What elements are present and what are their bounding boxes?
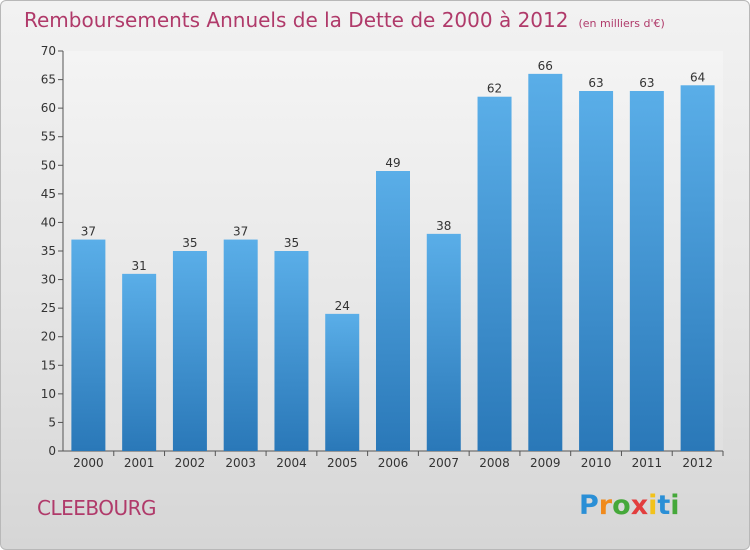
x-tick-label: 2011 (632, 456, 663, 470)
x-tick-label: 2001 (124, 456, 155, 470)
bar-value-label: 63 (588, 76, 603, 90)
x-tick-label: 2005 (327, 456, 358, 470)
y-tick-label: 10 (41, 387, 56, 401)
y-tick-label: 0 (48, 444, 56, 458)
chart-title: Remboursements Annuels de la Dette de 20… (24, 8, 665, 32)
x-tick-label: 2012 (682, 456, 713, 470)
bar-value-label: 66 (538, 59, 553, 73)
bar-value-label: 24 (335, 299, 350, 313)
bar-value-label: 35 (182, 236, 197, 250)
chart-unit-label: (en milliers d'€) (578, 17, 665, 30)
bar-value-label: 38 (436, 219, 451, 233)
bar-value-label: 64 (690, 70, 705, 84)
proxiti-logo: Proxiti (579, 490, 680, 521)
y-tick-label: 45 (41, 187, 56, 201)
y-tick-label: 20 (41, 330, 56, 344)
x-tick-label: 2004 (276, 456, 307, 470)
bar-value-label: 62 (487, 82, 502, 96)
y-tick-label: 30 (41, 273, 56, 287)
logo-letter: P (579, 490, 599, 521)
y-tick-label: 55 (41, 130, 56, 144)
x-tick-label: 2008 (479, 456, 510, 470)
bar (528, 73, 563, 451)
y-tick-label: 40 (41, 215, 56, 229)
bar (376, 171, 410, 451)
logo-letter: t (657, 490, 671, 521)
bar (325, 313, 360, 451)
logo-letter: i (648, 490, 658, 521)
bar (71, 239, 106, 451)
x-tick-label: 2007 (428, 456, 459, 470)
x-tick-label: 2006 (378, 456, 409, 470)
y-tick-label: 65 (41, 73, 56, 87)
x-tick-label: 2000 (73, 456, 104, 470)
bar (172, 251, 207, 451)
x-tick-label: 2003 (225, 456, 256, 470)
y-tick-label: 70 (41, 44, 56, 58)
bar (629, 91, 664, 451)
logo-letter: x (630, 490, 649, 521)
x-tick-label: 2009 (530, 456, 561, 470)
x-tick-label: 2002 (175, 456, 206, 470)
logo-letter: r (598, 490, 613, 521)
y-tick-label: 50 (41, 158, 56, 172)
x-tick-label: 2010 (581, 456, 612, 470)
bar-value-label: 31 (132, 259, 147, 273)
bar-value-label: 49 (385, 156, 400, 170)
commune-name: CLEEBOURG (37, 496, 157, 520)
bar (223, 239, 258, 451)
bar (579, 91, 614, 451)
y-tick-label: 60 (41, 101, 56, 115)
y-tick-label: 35 (41, 244, 56, 258)
bar-value-label: 37 (233, 225, 248, 239)
bar-value-label: 37 (81, 225, 96, 239)
bar (680, 85, 715, 452)
bar (274, 251, 309, 451)
bar (426, 233, 461, 451)
bar (122, 273, 157, 451)
logo-letter: i (670, 490, 680, 521)
y-tick-label: 25 (41, 301, 56, 315)
y-tick-label: 15 (41, 358, 56, 372)
bar-value-label: 35 (284, 236, 299, 250)
y-tick-label: 5 (48, 415, 56, 429)
chart-title-text: Remboursements Annuels de la Dette de 20… (24, 8, 569, 32)
logo-letter: o (612, 490, 631, 521)
bar-value-label: 63 (639, 76, 654, 90)
bar (477, 96, 512, 451)
